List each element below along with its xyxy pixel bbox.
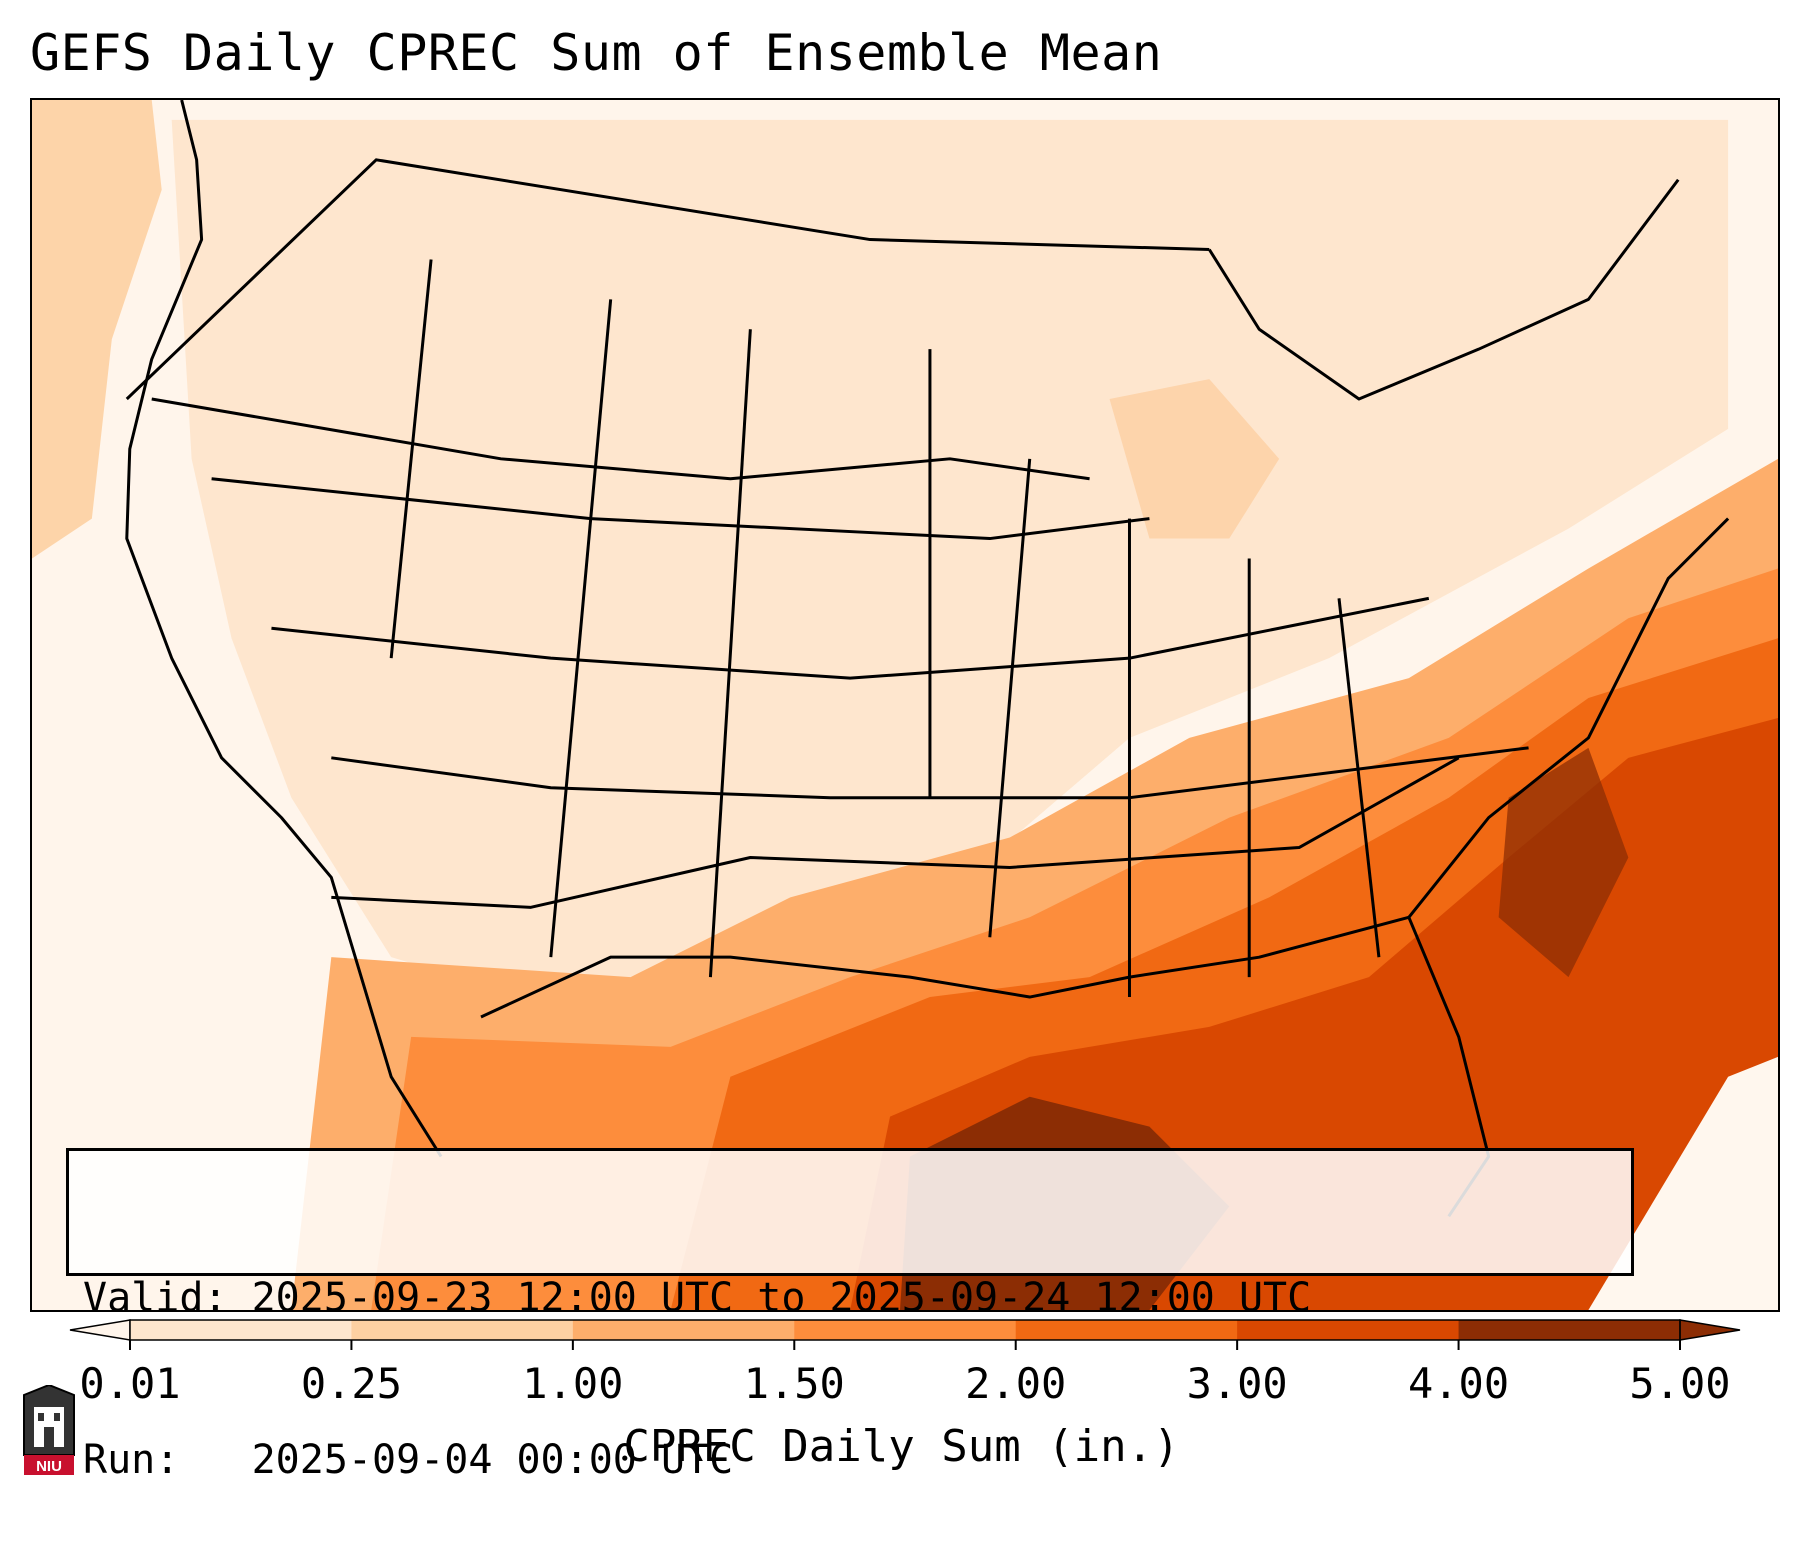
meridian-1 bbox=[389, 259, 433, 659]
colorbar-segment bbox=[1237, 1320, 1460, 1340]
colorbar-segment bbox=[1458, 1320, 1681, 1340]
canada-border-east bbox=[1208, 178, 1680, 401]
northern-state-line bbox=[151, 397, 1090, 481]
colorbar-tick-label: 0.01 bbox=[79, 1359, 181, 1408]
colorbar-segment bbox=[572, 1320, 795, 1340]
state-line-2 bbox=[211, 477, 1150, 541]
state-line-4 bbox=[331, 746, 1529, 800]
precip-conus-light bbox=[171, 119, 1729, 1017]
colorbar-tick-label: 1.50 bbox=[743, 1359, 845, 1408]
map-edge-corner bbox=[1588, 1056, 1778, 1310]
precip-great-lakes bbox=[1109, 379, 1280, 539]
valid-time-line: Valid: 2025-09-23 12:00 UTC to 2025-09-2… bbox=[83, 1275, 1312, 1321]
niu-logo-icon: NIU bbox=[23, 1383, 75, 1475]
gulf-coastline bbox=[480, 915, 1410, 1019]
state-line-3 bbox=[271, 596, 1430, 680]
boundaries bbox=[125, 100, 1730, 1218]
colorbar-canvas bbox=[69, 1319, 1741, 1350]
state-line-5 bbox=[331, 756, 1460, 909]
map-title: GEFS Daily CPREC Sum of Ensemble Mean bbox=[30, 24, 1163, 82]
west-coast-line bbox=[125, 100, 443, 1158]
colorbar-segment bbox=[130, 1320, 352, 1340]
meridian-3 bbox=[708, 329, 752, 978]
colorbar-outline bbox=[129, 1319, 1681, 1341]
valid-run-info-box: Valid: 2025-09-23 12:00 UTC to 2025-09-2… bbox=[66, 1148, 1634, 1483]
meridian-5 bbox=[988, 458, 1032, 938]
precip-pacific-nw bbox=[32, 100, 162, 559]
colorbar-tick-label: 4.00 bbox=[1407, 1359, 1510, 1408]
colorbar-extend-high bbox=[1679, 1319, 1741, 1341]
east-coastline bbox=[1407, 517, 1730, 919]
canada-border-west bbox=[125, 158, 1210, 401]
run-time-line: Run: 2025-09-04 00:00 UTC bbox=[83, 1437, 734, 1483]
colorbar-label: CPREC Daily Sum (in.) bbox=[623, 1421, 1180, 1472]
colorbar-segment bbox=[351, 1320, 574, 1340]
colorbar-tick-label: 5.00 bbox=[1629, 1359, 1731, 1408]
colorbar-tick-label: 2.00 bbox=[965, 1359, 1067, 1408]
precipitation-map bbox=[30, 98, 1780, 1312]
colorbar bbox=[69, 1310, 1741, 1370]
precip-field bbox=[32, 100, 1778, 1310]
colorbar-segment bbox=[1015, 1320, 1238, 1340]
colorbar-segment bbox=[794, 1320, 1017, 1340]
meridian-2 bbox=[549, 299, 613, 958]
colorbar-tick-label: 1.00 bbox=[522, 1359, 624, 1408]
meridian-8 bbox=[1337, 598, 1381, 958]
colorbar-tick-label: 0.25 bbox=[300, 1359, 402, 1408]
svg-text:NIU: NIU bbox=[36, 1458, 62, 1475]
colorbar-tick-label: 3.00 bbox=[1186, 1359, 1288, 1408]
precip-atlantic-darkest bbox=[1498, 747, 1629, 978]
map-canvas bbox=[32, 100, 1778, 1310]
colorbar-extend-low bbox=[69, 1319, 131, 1341]
niu-logo: NIU bbox=[20, 1383, 78, 1477]
